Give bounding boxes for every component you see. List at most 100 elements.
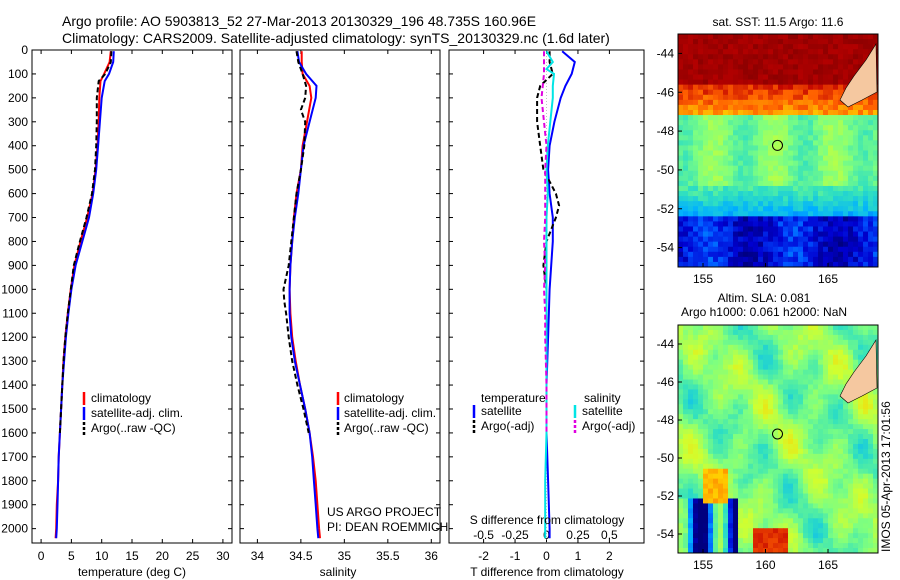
heatmap-cell [683,538,689,544]
heatmap-cell [713,206,719,212]
heatmap-cell [843,160,849,167]
heatmap-cell [848,458,854,465]
heatmap-cell [823,115,829,121]
heatmap-cell [733,74,739,80]
heatmap-cell [763,329,769,336]
heatmap-cell [788,543,794,549]
heatmap-cell [873,34,879,40]
heatmap-cell [688,468,694,475]
heatmap-cell [843,74,849,80]
heatmap-cell [838,145,844,151]
heatmap-cell [858,493,864,499]
heatmap-cell [733,548,739,554]
heatmap-cell [693,165,699,172]
heatmap-cell [818,99,824,106]
heatmap-cell [818,329,824,336]
heatmap-cell [873,483,879,489]
heatmap-cell [833,344,839,351]
heatmap-cell [763,354,769,361]
heatmap-cell [793,439,799,445]
heatmap-cell [838,528,844,534]
heatmap-cell [808,59,814,65]
heatmap-cell [808,231,814,238]
heatmap-cell [818,508,824,514]
heatmap-cell [773,325,779,331]
heatmap-cell [858,185,864,192]
heatmap-cell [858,39,864,45]
heatmap-cell [838,498,844,504]
heatmap-cell [723,329,729,336]
heatmap-cell [813,513,819,519]
heatmap-cell [838,64,844,70]
heatmap-cell [818,404,824,410]
heatmap-cell [828,354,834,361]
heatmap-cell [723,246,729,253]
heatmap-cell [833,523,839,529]
heatmap-cell [753,379,759,385]
heatmap-cell [743,180,749,187]
heatmap-cell [678,369,684,375]
heatmap-cell [853,478,859,485]
heatmap-cell [813,89,819,96]
heatmap-cell [773,468,779,475]
heatmap-cell [738,325,744,331]
heatmap-cell [868,236,874,243]
heatmap-cell [788,379,794,385]
heatmap-cell [838,354,844,361]
heatmap-cell [823,104,829,111]
heatmap-cell [858,399,864,405]
heatmap-cell [758,364,764,371]
heatmap-cell [713,548,719,554]
heatmap-cell [823,429,829,435]
heatmap-cell [783,453,789,460]
heatmap-cell [813,503,819,509]
heatmap-cell [678,44,684,50]
heatmap-cell [748,59,754,65]
heatmap-cell [768,170,774,177]
salinity-axis-label: salinity [320,565,357,579]
heatmap-cell [818,180,824,187]
heatmap-cell [823,359,829,366]
heatmap-cell [863,115,869,121]
heatmap-cell [773,414,779,420]
heatmap-cell [783,434,789,440]
heatmap-cell [708,334,714,341]
heatmap-cell [773,196,779,202]
heatmap-cell [723,226,729,232]
heatmap-cell [868,150,874,156]
heatmap-cell [783,404,789,410]
heatmap-cell [873,429,879,435]
heatmap-cell [853,64,859,70]
heatmap-cell [833,236,839,243]
heatmap-cell [813,498,819,504]
heatmap-cell [698,329,704,336]
heatmap-cell [698,54,704,60]
heatmap-cell [718,59,724,65]
heatmap-cell [688,439,694,445]
heatmap-cell [843,359,849,366]
heatmap-cell [863,493,869,499]
heatmap-cell [753,364,759,371]
heatmap-cell [698,483,704,489]
heatmap-cell [763,518,769,524]
heatmap-cell [728,339,734,346]
heatmap-cell [803,206,809,212]
heatmap-cell [778,89,784,96]
heatmap-cell [813,79,819,86]
heatmap-cell [778,120,784,126]
heatmap-cell [863,488,869,494]
heatmap-cell [733,329,739,336]
heatmap-cell [848,155,854,162]
heatmap-cell [803,379,809,385]
heatmap-cell [688,145,694,151]
heatmap-cell [753,543,759,549]
heatmap-cell [683,201,689,207]
temperature-series [54,51,115,539]
heatmap-cell [848,339,854,346]
heatmap-cell [678,344,684,351]
heatmap-cell [718,483,724,489]
heatmap-cell [723,140,729,146]
heatmap-cell [838,191,844,197]
heatmap-cell [793,160,799,167]
